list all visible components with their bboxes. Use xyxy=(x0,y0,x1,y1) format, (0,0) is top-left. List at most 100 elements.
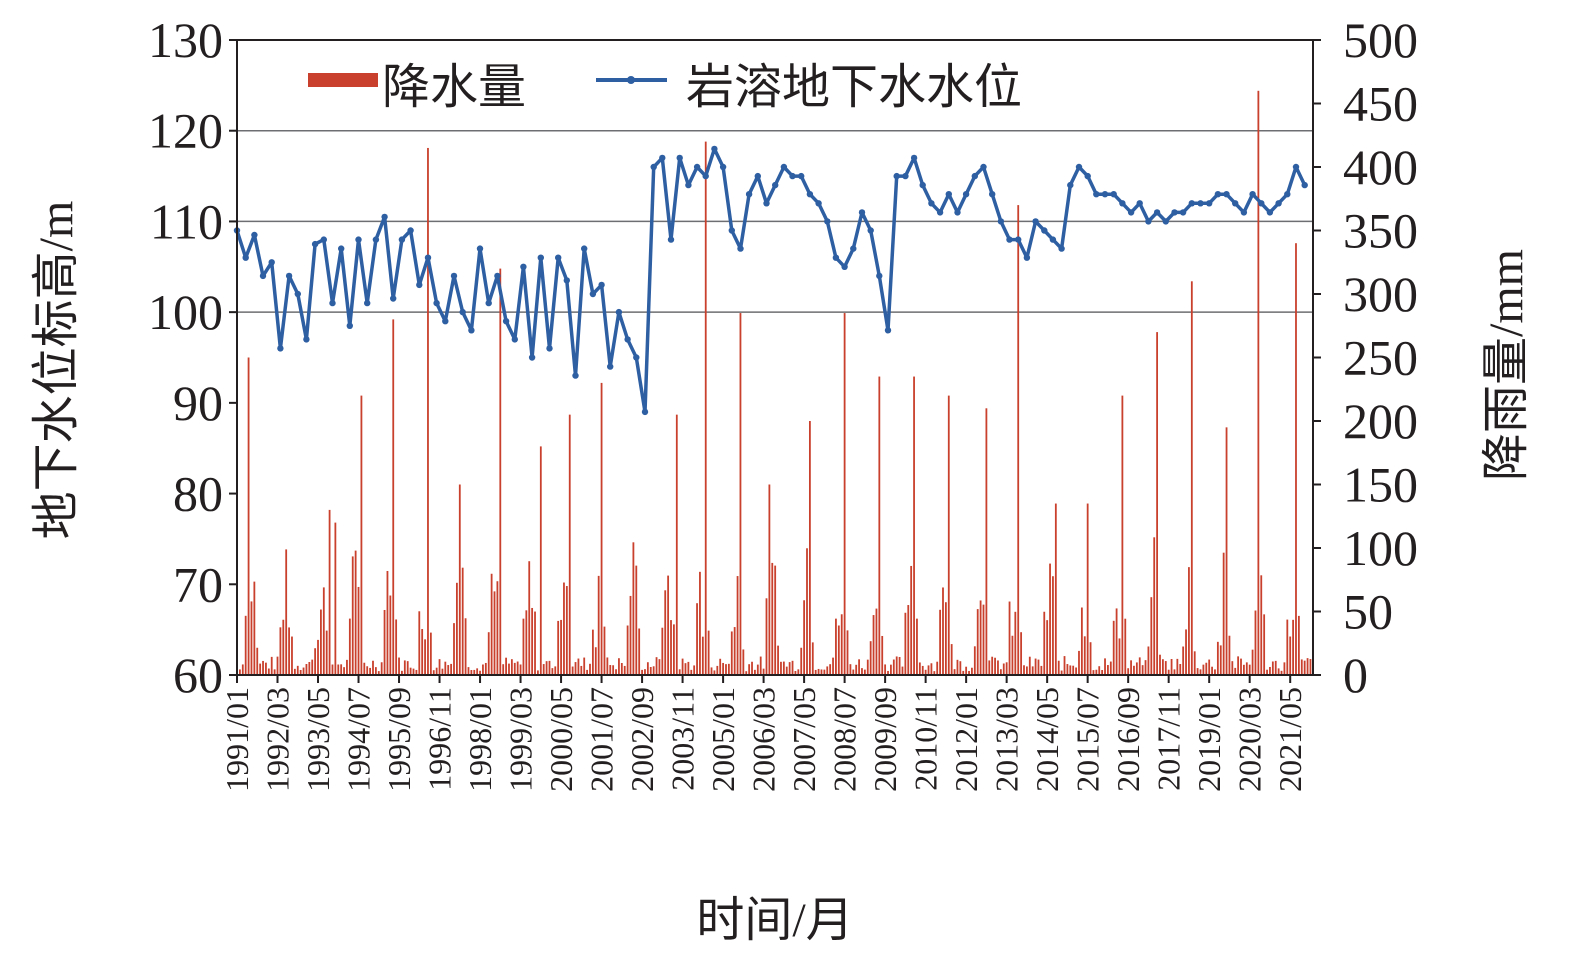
water-level-point xyxy=(433,299,440,307)
rain-bar xyxy=(302,667,305,675)
rain-bar xyxy=(785,666,788,675)
rain-bar xyxy=(947,395,950,675)
water-level-point xyxy=(945,191,952,198)
rain-bar xyxy=(377,671,380,675)
rain-bar xyxy=(866,659,869,675)
rain-bar xyxy=(1049,563,1051,675)
rain-bar xyxy=(464,618,467,675)
rain-bar xyxy=(782,661,785,675)
x-tick-label: 1999/03 xyxy=(503,687,539,792)
rain-bar xyxy=(1234,667,1237,675)
rain-bar xyxy=(1228,635,1231,675)
water-level-point xyxy=(407,227,414,234)
x-tick-label: 2005/01 xyxy=(705,687,741,792)
water-level-point xyxy=(1214,191,1222,198)
x-tick-label: 2017/11 xyxy=(1151,687,1187,791)
water-level-point xyxy=(442,318,449,325)
water-level-point xyxy=(546,345,553,352)
rain-bar xyxy=(1054,503,1057,675)
rain-bar xyxy=(1092,670,1095,675)
rain-bar xyxy=(499,268,502,675)
x-tick-label: 2015/07 xyxy=(1070,687,1106,792)
rain-bar xyxy=(1193,651,1196,675)
rain-bar xyxy=(843,313,846,675)
rain-bar xyxy=(696,603,698,675)
water-level-point xyxy=(1084,172,1091,180)
water-level-point xyxy=(980,163,987,171)
rain-bar xyxy=(887,670,889,675)
water-level-point xyxy=(989,191,996,198)
x-tick-label: 2010/11 xyxy=(908,687,944,791)
water-level-point xyxy=(1206,200,1213,207)
rain-bar xyxy=(968,670,970,675)
water-level-point xyxy=(468,327,475,334)
water-level-point xyxy=(832,254,840,261)
rain-bar xyxy=(652,666,655,675)
rain-bar xyxy=(1098,666,1101,675)
rain-bar xyxy=(603,626,606,675)
rain-bar xyxy=(1263,614,1266,675)
rain-bar xyxy=(756,664,759,675)
rain-bar xyxy=(1303,660,1306,675)
rain-bar xyxy=(247,357,250,675)
rain-bar xyxy=(765,598,768,675)
rain-bar xyxy=(1083,636,1086,675)
rain-bar xyxy=(418,611,421,675)
water-level-point xyxy=(1006,236,1013,243)
rain-bar xyxy=(1205,662,1208,675)
rain-bar xyxy=(1133,665,1135,675)
rain-bar xyxy=(415,669,418,675)
right-tick-label: 350 xyxy=(1343,203,1418,259)
water-level-point xyxy=(1258,200,1265,207)
right-tick-label: 150 xyxy=(1343,457,1418,513)
rain-bar xyxy=(565,586,568,675)
rain-bar xyxy=(1251,649,1254,675)
rain-bar xyxy=(470,670,473,675)
water-level-point xyxy=(346,322,353,329)
rain-bar xyxy=(1057,660,1060,675)
rain-bar xyxy=(1167,669,1170,675)
rain-bar xyxy=(681,658,684,675)
water-level-point xyxy=(1223,191,1230,198)
rain-bar xyxy=(722,662,724,675)
left-tick-label: 90 xyxy=(173,375,223,431)
water-level-point xyxy=(1101,191,1109,198)
rain-bar xyxy=(858,659,860,675)
rain-bar xyxy=(1219,645,1222,675)
rain-bar xyxy=(574,662,577,675)
rain-bar xyxy=(557,620,560,675)
rain-bar xyxy=(814,669,817,675)
rain-bar xyxy=(1080,607,1083,675)
x-tick-label: 2016/09 xyxy=(1110,687,1146,792)
rain-bar xyxy=(1269,666,1271,675)
rain-bar xyxy=(348,618,351,675)
grid-lines xyxy=(237,129,1313,313)
rain-bar xyxy=(644,669,646,675)
rain-bar xyxy=(516,661,519,675)
x-tick-label: 1995/09 xyxy=(381,687,417,792)
rain-bar xyxy=(927,665,930,675)
rain-bar xyxy=(461,567,464,675)
rain-bar xyxy=(971,667,973,675)
rain-bar xyxy=(1017,205,1020,675)
rain-bar xyxy=(988,660,991,675)
rain-bar xyxy=(849,664,852,675)
water-level-point xyxy=(1240,209,1248,216)
rain-bar xyxy=(467,667,470,675)
water-level-point xyxy=(607,363,614,370)
rain-bar xyxy=(320,609,322,675)
water-level-point xyxy=(364,299,371,307)
water-level-point xyxy=(1067,181,1074,189)
rain-bar xyxy=(389,595,392,675)
rain-bar xyxy=(997,660,999,675)
rain-bar xyxy=(852,669,855,675)
rain-bar xyxy=(1028,656,1031,675)
x-tick-label: 2008/07 xyxy=(827,687,863,792)
rain-bar xyxy=(725,664,727,675)
rain-bar xyxy=(1141,665,1144,675)
left-tick-label: 80 xyxy=(173,466,223,522)
water-level-point xyxy=(763,200,770,207)
rain-bar xyxy=(754,669,756,675)
water-level-point xyxy=(693,163,701,171)
rain-bar xyxy=(267,668,270,675)
